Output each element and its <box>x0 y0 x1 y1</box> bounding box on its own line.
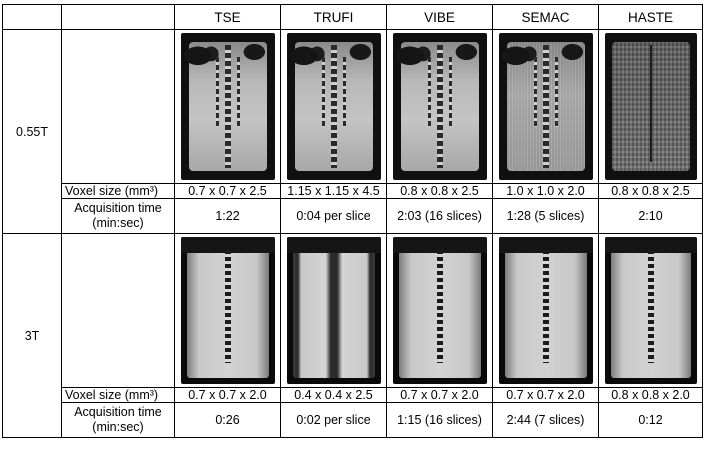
voxel-size-value: 0.8 x 0.8 x 2.5 <box>386 183 493 199</box>
voxel-size-value: 0.8 x 0.8 x 2.5 <box>598 183 703 199</box>
acquisition-time-value: 0:26 <box>174 402 281 438</box>
mri-image-3t-semac <box>492 233 599 388</box>
voxel-row-3t: Voxel size (mm³) 0.7 x 0.7 x 2.0 0.4 x 0… <box>3 387 703 403</box>
field-strength-label: 0.55T <box>2 29 62 234</box>
voxel-size-label: Voxel size (mm³) <box>61 387 175 403</box>
acquisition-time-label: Acquisition time (min:sec) <box>61 402 175 438</box>
column-header-trufi: TRUFI <box>280 4 387 30</box>
mri-image-3t-haste <box>598 233 703 388</box>
voxel-size-value: 1.15 x 1.15 x 4.5 <box>280 183 387 199</box>
acquisition-time-value: 2:03 (16 slices) <box>386 198 493 234</box>
voxel-size-value: 0.7 x 0.7 x 2.0 <box>174 387 281 403</box>
image-row-055t: 0.55T <box>2 29 703 234</box>
voxel-size-label: Voxel size (mm³) <box>61 183 175 199</box>
header-blank <box>2 4 62 30</box>
acquisition-time-value: 2:10 <box>598 198 703 234</box>
header-blank <box>61 4 175 30</box>
acquisition-time-label: Acquisition time (min:sec) <box>61 198 175 234</box>
mri-image-055t-trufi <box>280 29 387 184</box>
voxel-size-value: 0.8 x 0.8 x 2.0 <box>598 387 703 403</box>
voxel-size-value: 0.7 x 0.7 x 2.5 <box>174 183 281 199</box>
column-header-tse: TSE <box>174 4 281 30</box>
acquisition-time-value: 0:12 <box>598 402 703 438</box>
voxel-size-value: 0.7 x 0.7 x 2.0 <box>386 387 493 403</box>
column-header-semac: SEMAC <box>492 4 599 30</box>
acquisition-time-value: 1:28 (5 slices) <box>492 198 599 234</box>
mri-image-3t-trufi <box>280 233 387 388</box>
mri-image-055t-haste <box>598 29 703 184</box>
acq-label-line2: (min:sec) <box>92 420 144 434</box>
voxel-size-value: 0.4 x 0.4 x 2.5 <box>280 387 387 403</box>
acquisition-time-value: 1:15 (16 slices) <box>386 402 493 438</box>
image-row-label-cell <box>61 233 175 388</box>
field-strength-label: 3T <box>2 233 62 438</box>
voxel-size-value: 1.0 x 1.0 x 2.0 <box>492 183 599 199</box>
acquisition-time-value: 0:04 per slice <box>280 198 387 234</box>
acquisition-time-value: 2:44 (7 slices) <box>492 402 599 438</box>
acq-label-line2: (min:sec) <box>92 216 144 230</box>
image-row-3t: 3T <box>2 233 703 438</box>
header-row: TSE TRUFI VIBE SEMAC HASTE <box>2 4 703 30</box>
acquisition-time-value: 0:02 per slice <box>280 402 387 438</box>
acq-label-line1: Acquisition time <box>74 405 162 419</box>
acq-label-line1: Acquisition time <box>74 201 162 215</box>
acq-row-3t: Acquisition time (min:sec) 0:26 0:02 per… <box>3 402 703 438</box>
mri-image-055t-vibe <box>386 29 493 184</box>
mri-comparison-table: TSE TRUFI VIBE SEMAC HASTE 0.55T Voxel s… <box>2 4 703 438</box>
voxel-size-value: 0.7 x 0.7 x 2.0 <box>492 387 599 403</box>
voxel-row-055t: Voxel size (mm³) 0.7 x 0.7 x 2.5 1.15 x … <box>3 183 703 199</box>
acq-row-055t: Acquisition time (min:sec) 1:22 0:04 per… <box>3 198 703 234</box>
image-row-label-cell <box>61 29 175 184</box>
mri-image-3t-vibe <box>386 233 493 388</box>
mri-image-055t-tse <box>174 29 281 184</box>
mri-image-3t-tse <box>174 233 281 388</box>
column-header-vibe: VIBE <box>386 4 493 30</box>
column-header-haste: HASTE <box>598 4 703 30</box>
mri-image-055t-semac <box>492 29 599 184</box>
acquisition-time-value: 1:22 <box>174 198 281 234</box>
